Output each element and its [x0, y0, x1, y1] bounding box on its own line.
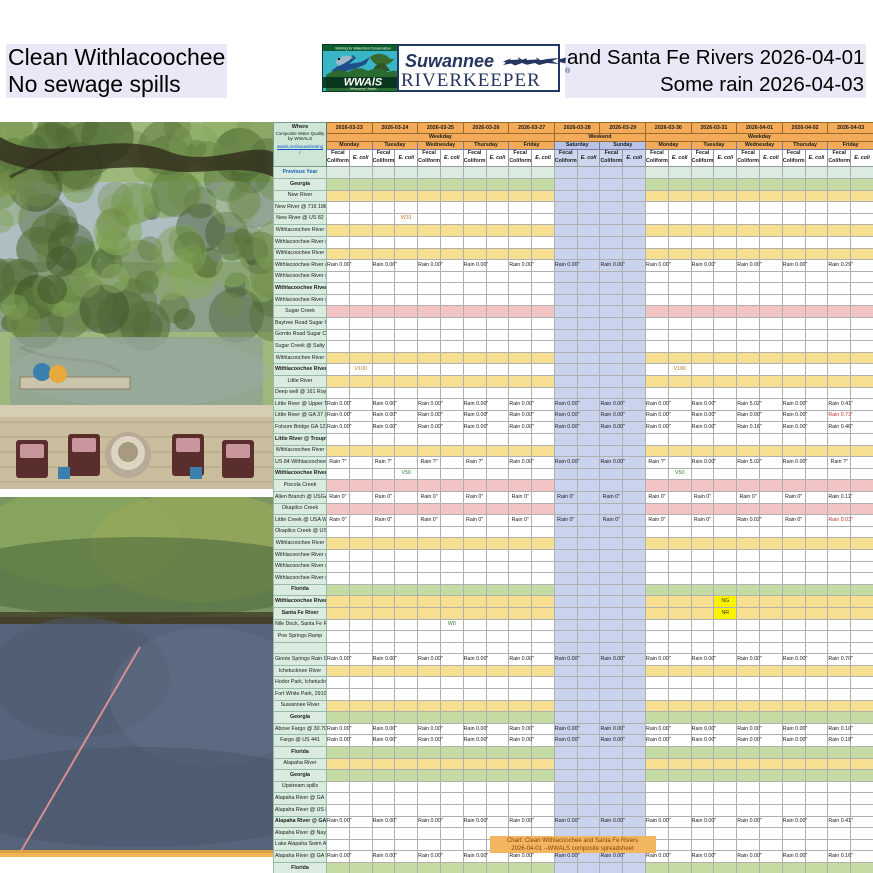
svg-text:Working for Watershed Conserva: Working for Watershed Conservation — [335, 46, 391, 50]
svg-text:RIVERKEEPER: RIVERKEEPER — [401, 70, 541, 91]
svg-text:Aquatic * Land * Study * Actio: Aquatic * Land * Study * Action — [348, 90, 379, 92]
svg-text:Suwannee: Suwannee — [405, 51, 494, 71]
svg-text:®: ® — [565, 67, 571, 75]
